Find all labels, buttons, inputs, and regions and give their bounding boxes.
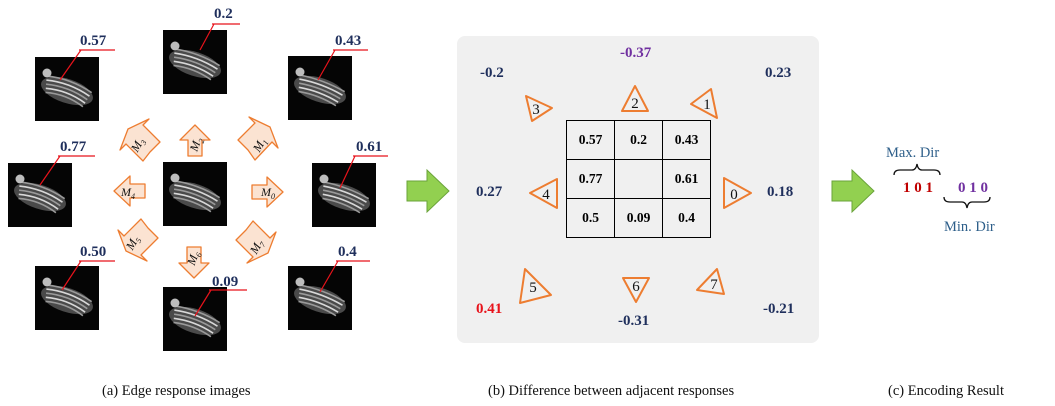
flow-arrow-b-to-c: [831, 168, 875, 214]
grid-cell: 0.4: [662, 198, 711, 238]
mask-arrow-m0: [251, 176, 284, 208]
leader-line-se: [319, 260, 370, 293]
leader-line-e: [339, 155, 388, 189]
panel-a-overlay: M0 M4 M2 M6 M1 M3 M5 M7: [39, 23, 388, 317]
edge-response-blob: [169, 298, 221, 338]
response-value-se: 0.4: [338, 244, 357, 260]
max-dir-label: Max. Dir: [886, 145, 940, 161]
min-direction-code: 0 1 0: [958, 180, 988, 196]
edge-response-blob: [14, 174, 66, 214]
edge-response-image-se: [288, 266, 352, 330]
direction-index-2: 2: [631, 96, 639, 112]
edge-response-blob: [294, 277, 346, 317]
edge-response-image-s: [163, 287, 227, 351]
mask-arrow-m2: [179, 124, 211, 157]
response-value-nw: 0.57: [80, 33, 107, 49]
difference-value-6: -0.31: [618, 313, 650, 329]
edge-response-blob: [294, 67, 346, 107]
mask-arrow-m1: [237, 116, 279, 161]
edge-response-blob: [169, 41, 221, 81]
direction-triangle-5: [519, 268, 552, 304]
mask-arrow-m6: [178, 246, 210, 279]
direction-triangle-7: [696, 268, 725, 295]
leader-line-s: [194, 289, 247, 317]
edge-response-image-n: [163, 30, 227, 94]
direction-index-1: 1: [703, 97, 711, 113]
direction-index-5: 5: [529, 280, 537, 296]
encoding-braces: [893, 163, 991, 209]
difference-value-3: -0.2: [480, 65, 504, 81]
response-value-e: 0.61: [356, 139, 383, 155]
direction-triangle-6: [622, 277, 650, 303]
difference-value-0: 0.18: [767, 184, 794, 200]
edge-response-blob: [318, 174, 370, 214]
edge-response-image-w: [8, 163, 72, 227]
edge-response-image-sw: [35, 266, 99, 330]
grid-cell: 0.57: [566, 120, 615, 160]
difference-value-4: 0.27: [476, 184, 503, 200]
response-value-n: 0.2: [214, 6, 233, 22]
grid-cell: 0.2: [614, 120, 663, 160]
response-value-s: 0.09: [212, 274, 239, 290]
direction-triangle-4: [529, 178, 558, 209]
caption-b: (b) Difference between adjacent response…: [488, 383, 735, 399]
edge-response-image-ne: [288, 56, 352, 120]
response-value-w: 0.77: [60, 139, 87, 155]
leader-line-ne: [317, 49, 368, 81]
direction-index-4: 4: [542, 187, 550, 203]
max-brace: [893, 163, 941, 176]
direction-index-6: 6: [632, 279, 640, 295]
leader-line-n: [199, 23, 240, 51]
difference-value-1: 0.23: [765, 65, 792, 81]
direction-triangle-1: [690, 88, 718, 119]
edge-response-blob: [169, 173, 221, 213]
difference-value-7: -0.21: [763, 301, 795, 317]
edge-response-image-center: [163, 162, 227, 226]
leader-line-nw: [59, 49, 115, 81]
difference-value-5: 0.41: [476, 301, 503, 317]
caption-a: (a) Edge response images: [102, 383, 251, 399]
mask-arrow-m4: [113, 175, 146, 207]
response-value-ne: 0.43: [335, 33, 362, 49]
grid-cell: 0.09: [614, 198, 663, 238]
mask-arrow-m5: [117, 218, 159, 262]
direction-triangle-3: [525, 95, 553, 122]
leader-line-w: [39, 155, 95, 186]
grid-cell: 0.5: [566, 198, 615, 238]
direction-triangles: 0 4 2 6 1 3 5 7: [519, 85, 752, 304]
mask-arrow-m3: [119, 118, 161, 162]
response-grid: 0.57 0.2 0.43 0.77 0.61 0.5 0.09 0.4: [566, 120, 711, 238]
grid-cell: 0.43: [662, 120, 711, 160]
direction-index-0: 0: [730, 187, 738, 203]
leader-line-sw: [61, 260, 115, 291]
caption-c: (c) Encoding Result: [888, 383, 1004, 399]
min-dir-label: Min. Dir: [944, 219, 995, 235]
min-brace: [943, 196, 991, 209]
max-direction-code: 1 0 1: [903, 180, 933, 196]
direction-triangle-2: [621, 85, 649, 112]
edge-response-blob: [41, 277, 93, 317]
direction-triangle-0: [723, 177, 752, 209]
difference-value-2: -0.37: [620, 45, 652, 61]
edge-response-blob: [41, 68, 93, 108]
direction-index-7: 7: [710, 277, 718, 293]
response-value-sw: 0.50: [80, 244, 107, 260]
direction-index-3: 3: [532, 102, 540, 118]
flow-arrow-a-to-b: [406, 168, 450, 214]
edge-response-image-e: [312, 163, 376, 227]
edge-response-image-nw: [35, 57, 99, 121]
mask-arrow-m7: [235, 220, 277, 264]
